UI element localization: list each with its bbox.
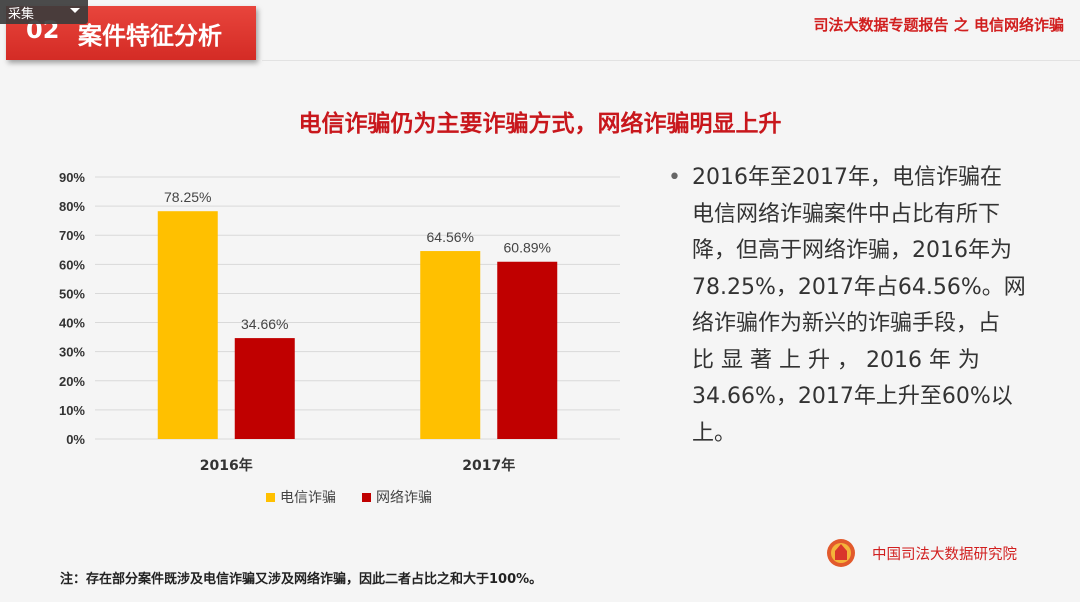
data-label: 34.66% xyxy=(241,316,288,332)
data-label: 64.56% xyxy=(427,229,474,245)
y-tick-label: 40% xyxy=(59,316,85,331)
x-tick-label: 2017年 xyxy=(462,457,515,474)
y-tick-label: 60% xyxy=(59,257,85,272)
report-title: 司法大数据专题报告 之 电信网络诈骗 xyxy=(813,16,1064,34)
data-label: 78.25% xyxy=(164,189,211,205)
bar-chart: 0% 10% 20% 30% 40% 50% 60% 70% 80% 90% 78.25% 34.66… xyxy=(59,170,620,506)
legend-label: 电信诈骗 xyxy=(280,490,336,506)
court-emblem-icon xyxy=(827,539,855,567)
header-divider xyxy=(262,60,1080,61)
bullet-text: 2016年至2017年，电信诈骗在 电信网络诈骗案件中占比有所下 降，但高于网络… xyxy=(692,165,1026,446)
y-tick-label: 30% xyxy=(59,345,85,360)
y-tick-label: 90% xyxy=(59,170,85,185)
legend-swatch xyxy=(266,493,275,502)
y-tick-label: 10% xyxy=(59,403,85,418)
legend-label: 网络诈骗 xyxy=(376,490,432,506)
bar xyxy=(157,211,218,439)
y-tick-label: 0% xyxy=(66,432,85,447)
section-title: 案件特征分析 xyxy=(78,22,222,50)
bar xyxy=(234,338,295,439)
y-tick-label: 70% xyxy=(59,228,85,243)
bar xyxy=(497,261,558,439)
data-label: 60.89% xyxy=(504,240,551,256)
collect-label: 采集 xyxy=(8,7,35,22)
bar xyxy=(420,251,481,439)
legend-swatch xyxy=(362,493,371,502)
y-tick-label: 80% xyxy=(59,199,85,214)
slide-headline: 电信诈骗仍为主要诈骗方式，网络诈骗明显上升 xyxy=(298,111,782,137)
y-tick-label: 50% xyxy=(59,286,85,301)
caret-down-icon xyxy=(70,8,80,13)
bullet-marker: • xyxy=(668,165,681,190)
x-tick-label: 2016年 xyxy=(200,457,253,474)
footnote: 注：存在部分案件既涉及电信诈骗又涉及网络诈骗，因此二者占比之和大于100%。 xyxy=(60,572,543,587)
collect-button[interactable]: 采集 xyxy=(0,0,88,24)
institute-name: 中国司法大数据研究院 xyxy=(872,547,1017,563)
y-tick-label: 20% xyxy=(59,374,85,389)
